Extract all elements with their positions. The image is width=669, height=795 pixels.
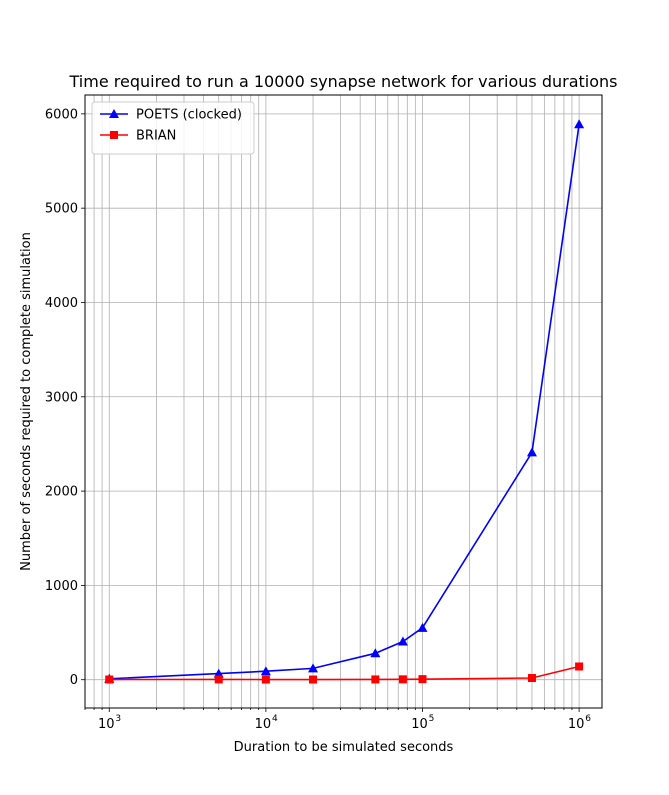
x-tick-label-exponent: 5 — [429, 714, 435, 724]
square-marker — [105, 675, 114, 684]
x-tick-label: 10 — [255, 717, 272, 732]
square-marker — [575, 662, 584, 671]
triangle-marker — [574, 119, 585, 129]
square-marker — [371, 675, 380, 684]
y-tick-label: 5000 — [45, 202, 78, 217]
square-marker — [527, 674, 536, 683]
y-tick-label: 6000 — [45, 107, 78, 122]
y-tick-label: 3000 — [45, 390, 78, 405]
y-tick-label: 0 — [70, 673, 78, 688]
square-marker — [309, 675, 318, 684]
x-tick-label: 10 — [411, 717, 428, 732]
square-marker — [418, 675, 427, 684]
legend-label: POETS (clocked) — [136, 108, 242, 123]
triangle-marker — [260, 666, 271, 676]
series-brian — [105, 662, 584, 684]
square-marker — [214, 675, 223, 684]
triangle-marker — [417, 622, 428, 632]
chart-title: Time required to run a 10000 synapse net… — [69, 72, 618, 91]
triangle-marker — [213, 668, 224, 678]
x-tick-label-exponent: 4 — [272, 714, 278, 724]
x-tick-label-exponent: 3 — [115, 714, 121, 724]
triangle-marker — [308, 663, 319, 673]
y-axis-label: Number of seconds required to complete s… — [19, 232, 34, 571]
legend-box — [91, 101, 255, 155]
triangle-marker — [370, 648, 381, 658]
legend-label: BRIAN — [136, 129, 176, 144]
y-tick-label: 2000 — [45, 485, 78, 500]
square-marker — [110, 131, 118, 139]
legend: POETS (clocked) BRIAN — [91, 101, 255, 155]
square-marker — [261, 675, 270, 684]
grid — [84, 95, 602, 708]
legend-item: BRIAN — [100, 129, 176, 144]
y-tick-label: 4000 — [45, 296, 78, 311]
x-tick-label: 10 — [568, 717, 585, 732]
legend-item: POETS (clocked) — [100, 108, 242, 123]
series-poets-clocked — [104, 119, 585, 683]
y-tick-label: 1000 — [45, 579, 78, 594]
triangle-marker — [397, 636, 408, 646]
x-tick-label-exponent: 6 — [585, 714, 591, 724]
square-marker — [398, 675, 407, 684]
series-layer — [104, 119, 585, 684]
triangle-marker — [526, 447, 537, 457]
x-tick-label: 10 — [98, 717, 115, 732]
axes-frame — [84, 94, 603, 709]
series-line — [109, 665, 580, 681]
series-line — [109, 124, 580, 680]
triangle-marker — [109, 109, 119, 118]
x-axis-label: Duration to be simulated seconds — [234, 740, 454, 755]
